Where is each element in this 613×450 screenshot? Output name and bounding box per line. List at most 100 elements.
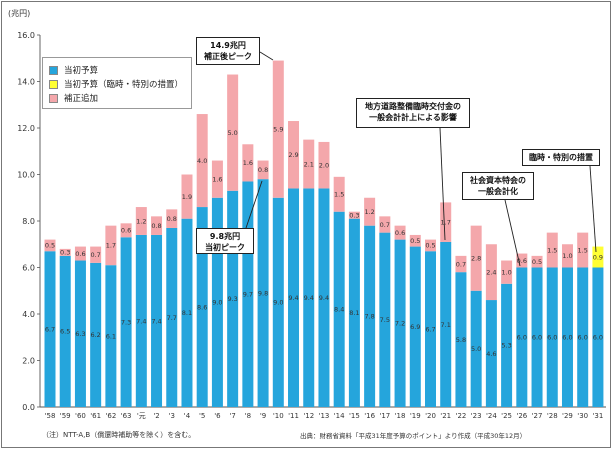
chart-legend: 当初予算 当初予算（臨時・特別の措置） 補正追加	[42, 57, 192, 109]
bar-supplementary	[211, 160, 223, 198]
bar-initial-budget	[470, 290, 482, 407]
x-tick-label: '30	[577, 412, 588, 420]
x-tick-label: '4	[184, 412, 191, 420]
y-tick-label: 16.0	[17, 31, 35, 40]
bar-value-label: 0.5	[45, 242, 55, 250]
callout-special-account: 社会資本特会の 一般会計化	[462, 172, 534, 200]
bar-value-label: 1.2	[364, 208, 374, 216]
x-tick-label: '24	[486, 412, 497, 420]
bar-initial-budget	[151, 234, 163, 407]
bar-value-label: 6.0	[578, 334, 588, 342]
bar-initial-budget	[59, 255, 71, 407]
x-tick-label: '29	[562, 412, 573, 420]
bar-initial-budget	[485, 300, 497, 407]
bar-value-label: 9.4	[288, 294, 298, 302]
legend-swatch	[49, 93, 58, 103]
bar-value-label: 7.3	[121, 318, 131, 326]
callout-text: 当初ピーク	[205, 243, 245, 252]
x-tick-label: '3	[169, 412, 175, 420]
bar-value-label: 1.5	[334, 191, 344, 199]
bar-initial-budget	[425, 251, 436, 407]
x-tick-label: '27	[532, 412, 543, 420]
bar-value-label: 0.5	[532, 258, 542, 266]
bar-initial-budget	[272, 197, 284, 407]
bar-value-label: 7.5	[380, 316, 390, 324]
bar-value-label: 6.0	[593, 334, 603, 342]
bar-initial-budget	[348, 218, 360, 407]
bar-value-label: 7.1	[441, 321, 451, 329]
bar-value-label: 6.0	[562, 334, 572, 342]
legend-swatch	[49, 65, 58, 75]
y-tick-label: 0.0	[22, 403, 35, 412]
bar-supplementary	[409, 234, 421, 247]
bar-value-label: 1.9	[182, 193, 192, 201]
y-tick-label: 12.0	[17, 124, 35, 133]
bar-supplementary	[333, 176, 345, 212]
bar-value-label: 0.7	[90, 251, 100, 259]
bar-value-label: 0.3	[60, 249, 70, 257]
legend-item-special-measures: 当初予算（臨時・特別の措置）	[49, 77, 185, 91]
bar-value-label: 1.0	[562, 252, 572, 260]
x-tick-label: '62	[105, 412, 116, 420]
bar-supplementary	[561, 244, 573, 268]
bar-initial-budget	[455, 272, 467, 407]
bar-supplementary	[288, 121, 300, 189]
bar-value-label: 0.7	[456, 260, 466, 268]
x-tick-label: '63	[121, 412, 132, 420]
bar-supplementary	[105, 225, 117, 266]
bar-initial-budget	[227, 190, 239, 407]
callout-road-grant: 地方道路整備臨時交付金の 一般会計計上による影響	[356, 98, 470, 128]
x-tick-label: '15	[349, 412, 360, 420]
bar-supplementary	[379, 216, 391, 233]
bar-value-label: 1.7	[106, 242, 116, 250]
bar-supplementary	[501, 260, 513, 284]
callout-text: 9.8兆円	[209, 232, 241, 241]
bar-value-label: 9.3	[227, 295, 237, 303]
y-tick-label: 10.0	[17, 171, 35, 180]
bar-value-label: 9.0	[212, 299, 222, 307]
bar-supplementary	[151, 216, 163, 235]
leader-line-initial-peak	[245, 180, 263, 229]
legend-label: 補正追加	[64, 94, 99, 104]
bar-value-label: 0.6	[75, 250, 85, 258]
y-tick-label: 6.0	[22, 264, 35, 273]
bar-value-label: 6.3	[75, 330, 85, 338]
bar-initial-budget	[577, 267, 589, 407]
bar-supplementary	[455, 255, 467, 273]
x-tick-label: '31	[592, 412, 603, 420]
bar-value-label: 8.1	[182, 309, 192, 317]
bar-value-label: 6.2	[90, 331, 100, 339]
x-tick-label: '61	[90, 412, 101, 420]
bar-initial-budget	[333, 211, 345, 407]
bar-supplementary	[485, 244, 497, 301]
bar-supplementary	[90, 246, 102, 263]
bar-supplementary	[44, 239, 56, 252]
bar-initial-budget	[318, 188, 330, 407]
bar-value-label: 0.5	[410, 237, 420, 245]
bar-supplementary	[318, 141, 330, 189]
bar-value-label: 9.4	[319, 294, 329, 302]
bar-supplementary	[425, 239, 436, 252]
bar-initial-budget	[364, 225, 376, 407]
x-tick-label: '59	[60, 412, 71, 420]
bar-initial-budget	[303, 188, 315, 407]
bar-supplementary	[440, 202, 452, 242]
bar-initial-budget	[592, 267, 604, 407]
bar-initial-budget	[135, 234, 147, 407]
callout-text: 補正後ピーク	[204, 52, 252, 61]
bar-supplementary	[531, 255, 543, 268]
callout-text: 一般会計化	[478, 187, 518, 196]
bar-supplementary	[364, 197, 376, 226]
x-tick-label: '26	[516, 412, 527, 420]
bar-supplementary	[257, 160, 269, 180]
bar-value-label: 5.9	[273, 125, 283, 133]
x-tick-label: '13	[319, 412, 330, 420]
bar-initial-budget	[181, 218, 193, 407]
bar-value-label: 0.8	[167, 215, 177, 223]
x-tick-label: '25	[501, 412, 512, 420]
bar-value-label: 6.0	[517, 334, 527, 342]
bar-value-label: 4.0	[197, 157, 207, 165]
x-tick-label: '21	[440, 412, 451, 420]
bar-supplementary	[227, 74, 239, 191]
